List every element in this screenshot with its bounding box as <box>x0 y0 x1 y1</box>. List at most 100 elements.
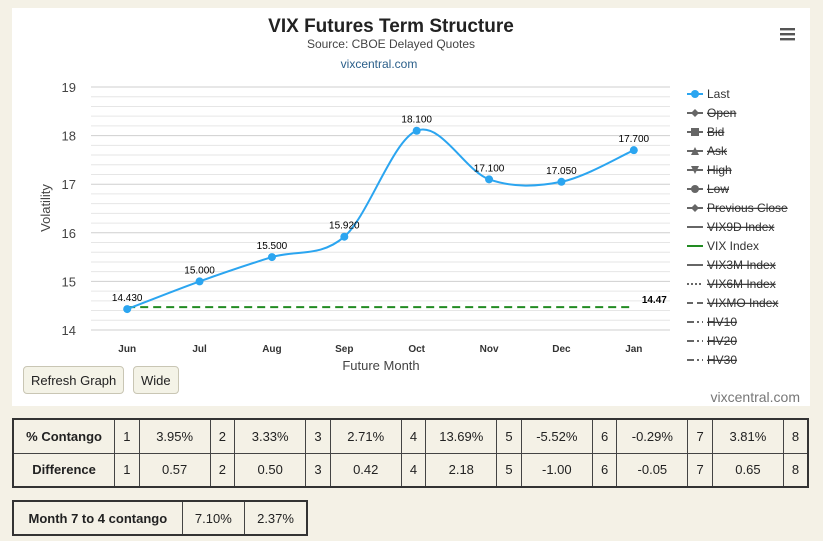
legend-item[interactable]: VIX6M Index <box>687 277 776 291</box>
legend-item[interactable]: Bid <box>687 125 724 139</box>
x-axis-title: Future Month <box>342 358 419 373</box>
contango-value: 2.18 <box>425 452 498 488</box>
last-data-point <box>629 146 638 155</box>
legend-item[interactable]: VIX3M Index <box>687 258 776 272</box>
wide-button[interactable]: Wide <box>133 366 179 394</box>
month-contango-value: 7.10% <box>181 500 246 536</box>
legend-marker <box>691 128 699 136</box>
legend-item[interactable]: Low <box>687 182 729 196</box>
contango-month-index: 7 <box>687 418 713 454</box>
contango-value: 13.69% <box>425 418 498 454</box>
legend-item[interactable]: VIXMO Index <box>687 296 778 310</box>
legend-marker <box>691 185 699 193</box>
contango-value: 0.57 <box>138 452 211 488</box>
contango-row: % Contango 1 3.95% 2 3.33% 3 2.71% 4 13.69% 5 -5.5… <box>12 418 809 454</box>
contango-month-index: 3 <box>305 418 331 454</box>
legend-item[interactable]: HV10 <box>687 315 737 329</box>
hamburger-icon[interactable] <box>778 26 796 46</box>
last-data-label: 17.050 <box>546 166 577 177</box>
x-tick-label: Nov <box>480 344 499 355</box>
last-data-label: 15.500 <box>257 241 288 252</box>
last-data-label: 15.000 <box>184 265 215 276</box>
legend-item[interactable]: Last <box>687 87 730 101</box>
chart-title: VIX Futures Term Structure <box>268 16 514 37</box>
legend-label: Low <box>707 182 729 196</box>
legend-label: HV10 <box>707 315 737 329</box>
contango-value: 2.71% <box>329 418 402 454</box>
refresh-graph-button[interactable]: Refresh Graph <box>23 366 125 394</box>
month-contango-table: Month 7 to 4 contango 7.10% 2.37% <box>12 500 308 536</box>
legend-label: HV20 <box>707 334 737 348</box>
legend-marker <box>691 109 699 117</box>
legend-marker <box>691 166 699 174</box>
contango-value: 0.50 <box>234 452 307 488</box>
contango-month-index: 1 <box>114 452 140 488</box>
series-layer: 14.47 14.430 15.000 15.500 15.920 18.100 17.10… <box>112 115 667 314</box>
legend-label: Ask <box>707 144 728 158</box>
contango-value: 0.65 <box>711 452 784 488</box>
contango-month-index: 4 <box>400 418 427 454</box>
last-data-point <box>123 305 132 314</box>
chart-source-link[interactable]: vixcentral.com <box>341 57 418 71</box>
chart-credits[interactable]: vixcentral.com <box>711 389 800 405</box>
y-tick-label: 17 <box>62 177 76 192</box>
x-tick-label: Aug <box>262 344 281 355</box>
legend-item[interactable]: High <box>687 163 732 177</box>
contango-month-index: 6 <box>591 452 618 488</box>
legend-item[interactable]: HV30 <box>687 353 737 367</box>
legend-label: VIX9D Index <box>707 220 774 234</box>
x-axis-ticks: Jun Jul Aug Sep Oct Nov Dec Jan <box>118 344 642 355</box>
y-tick-label: 14 <box>62 323 76 338</box>
legend-label: Previous Close <box>707 201 788 215</box>
legend-item[interactable]: Previous Close <box>687 201 788 215</box>
legend: Last Open Bid Ask High Low Previous Close VIX9D… <box>687 87 788 367</box>
contango-month-index: 5 <box>496 418 522 454</box>
legend-item[interactable]: VIX9D Index <box>687 220 774 234</box>
x-tick-label: Jan <box>625 344 642 355</box>
last-data-label: 17.700 <box>619 134 650 145</box>
contango-value: 3.33% <box>234 418 307 454</box>
x-tick-label: Sep <box>335 344 353 355</box>
y-axis-ticks: 14 15 16 17 18 19 <box>62 80 76 338</box>
term-structure-chart: VIX Futures Term Structure Source: CBOE … <box>38 16 800 405</box>
last-series-line <box>126 128 635 311</box>
contango-month-index: 7 <box>687 452 713 488</box>
contango-value: 0.42 <box>329 452 402 488</box>
last-data-label: 15.920 <box>329 221 360 232</box>
contango-month-index: 2 <box>209 452 236 488</box>
contango-value: -1.00 <box>520 452 593 488</box>
month-contango-row: Month 7 to 4 contango 7.10% 2.37% <box>12 500 308 536</box>
contango-value: 3.81% <box>711 418 784 454</box>
last-data-label: 17.100 <box>474 163 505 174</box>
legend-marker <box>691 90 699 98</box>
chart-panel: VIX Futures Term Structure Source: CBOE … <box>12 8 810 406</box>
legend-item[interactable]: Ask <box>687 144 728 158</box>
y-tick-label: 18 <box>62 129 76 144</box>
legend-marker <box>691 204 699 212</box>
month-contango-label: Month 7 to 4 contango <box>12 500 183 536</box>
y-tick-label: 15 <box>62 274 76 289</box>
contango-row: Difference 1 0.57 2 0.50 3 0.42 4 2.18 5 -1.00 6 -0.… <box>12 452 809 488</box>
last-data-point <box>412 126 421 135</box>
legend-item[interactable]: VIX Index <box>687 239 759 253</box>
legend-item[interactable]: Open <box>687 106 736 120</box>
legend-label: VIXMO Index <box>707 296 778 310</box>
month-contango-value: 2.37% <box>244 500 308 536</box>
legend-label: Open <box>707 106 736 120</box>
x-tick-label: Jul <box>192 344 207 355</box>
x-tick-label: Jun <box>118 344 136 355</box>
grid-lines <box>91 86 670 331</box>
contango-value: -5.52% <box>520 418 593 454</box>
legend-label: VIX3M Index <box>707 258 776 272</box>
contango-month-index: 8 <box>782 452 809 488</box>
contango-value: -0.29% <box>616 418 689 454</box>
last-data-label: 18.100 <box>401 115 432 126</box>
legend-marker <box>691 147 699 155</box>
contango-month-index: 8 <box>782 418 809 454</box>
y-tick-label: 16 <box>62 226 76 241</box>
last-data-point <box>557 177 566 186</box>
legend-item[interactable]: HV20 <box>687 334 737 348</box>
contango-month-index: 4 <box>400 452 427 488</box>
last-data-label: 14.430 <box>112 293 143 304</box>
last-data-point <box>340 232 349 241</box>
